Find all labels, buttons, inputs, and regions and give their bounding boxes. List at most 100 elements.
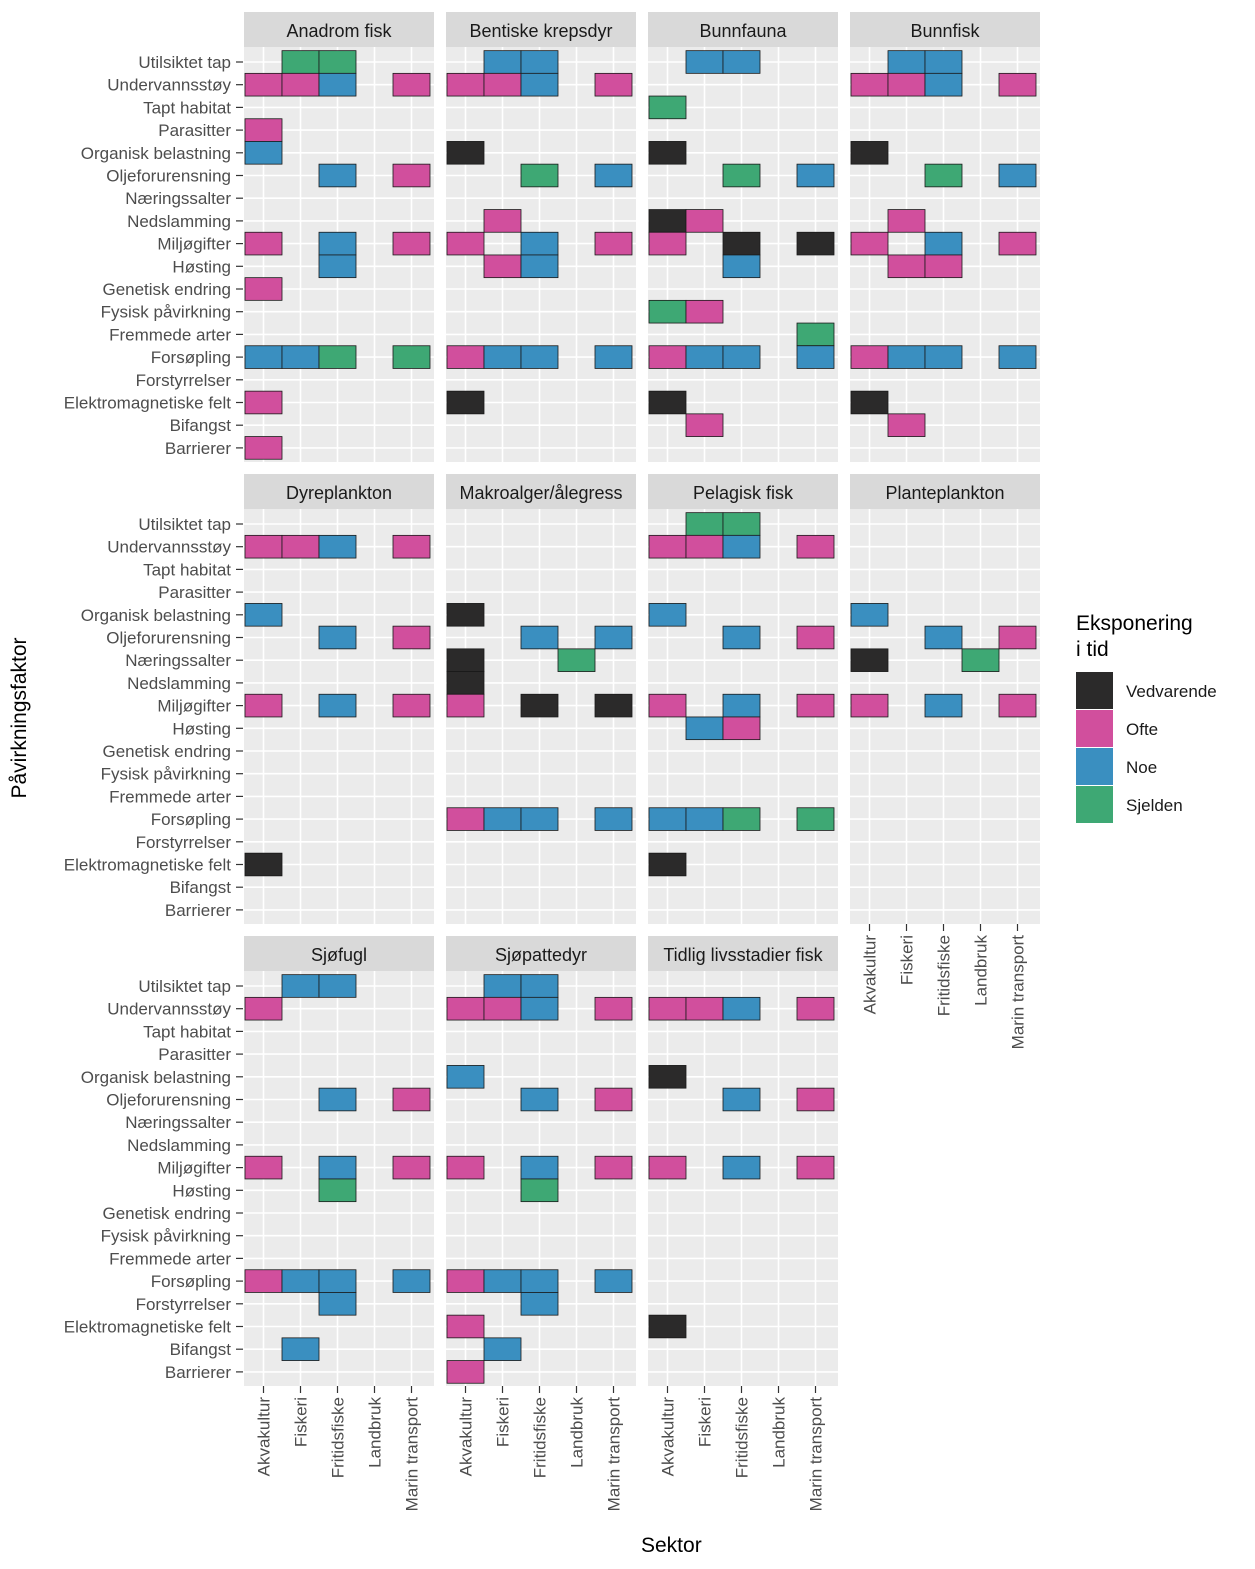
tile-oljeforurensning-marin-transport	[998, 163, 1037, 188]
y-tick-label-naeringssalter: Næringssalter	[125, 189, 231, 208]
tile-miljogifter-marin-transport	[796, 231, 835, 256]
tile-undervannsstoy-akvakultur	[648, 996, 687, 1021]
tile-forsopling-fritidsfiske	[722, 345, 761, 369]
tile-forsopling-fritidsfiske	[924, 345, 963, 369]
tile-undervannsstoy-akvakultur	[446, 72, 485, 97]
tile-miljogifter-fritidsfiske	[520, 1155, 559, 1180]
tile-miljogifter-fritidsfiske	[318, 693, 357, 718]
tile-undervannsstoy-fiskeri	[281, 534, 320, 559]
tile-forsopling-fritidsfiske	[722, 807, 761, 831]
tile-utilsiktet-tap-fiskeri	[483, 974, 522, 998]
tile-miljogifter-marin-transport	[998, 693, 1037, 718]
tile-forstyrrelser-fritidsfiske	[318, 1292, 357, 1316]
tile-hosting-fiskeri	[887, 254, 926, 279]
tile-oljeforurensning-marin-transport	[594, 625, 633, 650]
tile-miljogifter-akvakultur	[244, 693, 283, 718]
tile-miljogifter-akvakultur	[446, 1155, 485, 1180]
panel-title: Bunnfauna	[699, 21, 787, 41]
panels-layer: Anadrom fisk Bentiske krepsdyr Bunnfauna Bu…	[244, 12, 1040, 1386]
tile-miljogifter-fritidsfiske	[318, 231, 357, 256]
tile-hosting-fritidsfiske	[722, 716, 761, 741]
tile-forsopling-marin-transport	[392, 345, 431, 369]
panel-title: Bunnfisk	[910, 21, 980, 41]
x-tick-label-fiskeri: Fiskeri	[898, 935, 917, 985]
y-tick-label-nedslamming: Nedslamming	[127, 1136, 231, 1155]
tile-fysisk-pavirkning-akvakultur	[648, 299, 687, 324]
tile-organisk-belastning-akvakultur	[244, 603, 283, 627]
tile-miljogifter-fritidsfiske	[318, 1155, 357, 1180]
y-tick-label-organisk-belastning: Organisk belastning	[81, 144, 231, 163]
tile-oljeforurensning-marin-transport	[392, 1087, 431, 1112]
legend-title-line-1: Eksponering	[1076, 612, 1193, 635]
x-tick-label-marin-transport: Marin transport	[1009, 935, 1028, 1050]
y-tick-label-genetisk-endring: Genetisk endring	[102, 742, 231, 761]
tile-utilsiktet-tap-fritidsfiske	[520, 974, 559, 998]
tile-oljeforurensning-fritidsfiske	[924, 163, 963, 188]
tile-hosting-fritidsfiske	[520, 1178, 559, 1203]
tile-utilsiktet-tap-fritidsfiske	[722, 50, 761, 74]
panel-strip	[244, 474, 434, 509]
tile-utilsiktet-tap-fritidsfiske	[924, 50, 963, 74]
tile-forsopling-marin-transport	[594, 807, 633, 831]
x-tick-label-marin-transport: Marin transport	[807, 1397, 826, 1512]
tile-hosting-fritidsfiske	[722, 254, 761, 279]
tile-hosting-fritidsfiske	[924, 254, 963, 279]
tile-undervannsstoy-fritidsfiske	[318, 72, 357, 97]
tile-organisk-belastning-akvakultur	[446, 1065, 485, 1089]
y-tick-label-barrierer: Barrierer	[165, 901, 231, 920]
tile-nedslamming-akvakultur	[648, 209, 687, 233]
tile-undervannsstoy-akvakultur	[648, 534, 687, 559]
tile-bifangst-fiskeri	[887, 413, 926, 437]
tile-undervannsstoy-fritidsfiske	[722, 996, 761, 1021]
legend-swatch-noe	[1076, 748, 1113, 785]
y-tick-label-fremmede-arter: Fremmede arter	[109, 787, 231, 806]
tile-forsopling-akvakultur	[850, 345, 889, 369]
tile-miljogifter-marin-transport	[392, 693, 431, 718]
tile-forsopling-akvakultur	[244, 1269, 283, 1293]
x-tick-label-marin-transport: Marin transport	[403, 1397, 422, 1512]
y-tick-label-hosting: Høsting	[172, 1181, 231, 1200]
tile-barrierer-akvakultur	[244, 436, 283, 460]
y-tick-label-forsopling: Forsøpling	[151, 348, 231, 367]
y-tick-label-fremmede-arter: Fremmede arter	[109, 325, 231, 344]
tile-undervannsstoy-akvakultur	[244, 72, 283, 97]
tile-miljogifter-fritidsfiske	[520, 231, 559, 256]
panel-title: Sjøpattedyr	[495, 945, 587, 965]
tile-forsopling-fritidsfiske	[520, 807, 559, 831]
tile-undervannsstoy-fritidsfiske	[318, 534, 357, 559]
tile-naeringssalter-landbruk	[961, 648, 1000, 672]
tile-tapt-habitat-akvakultur	[648, 95, 687, 120]
y-tick-label-parasitter: Parasitter	[158, 583, 231, 602]
y-tick-label-undervannsstoy: Undervannsstøy	[107, 1000, 231, 1019]
panel-bunnfauna: Bunnfauna	[648, 12, 838, 462]
tile-forsopling-fiskeri	[483, 807, 522, 831]
panel-dyreplankton: Dyreplankton	[244, 474, 434, 924]
tile-oljeforurensning-marin-transport	[796, 1087, 835, 1112]
legend-label-sjelden: Sjelden	[1126, 796, 1183, 815]
y-tick-label-oljeforurensning: Oljeforurensning	[106, 167, 231, 186]
tile-fremmede-arter-marin-transport	[796, 322, 835, 347]
y-tick-label-utilsiktet-tap: Utilsiktet tap	[138, 977, 231, 996]
tile-undervannsstoy-fiskeri	[685, 534, 724, 559]
legend-label-ofte: Ofte	[1126, 720, 1158, 739]
y-tick-label-oljeforurensning: Oljeforurensning	[106, 629, 231, 648]
tile-oljeforurensning-fritidsfiske	[520, 1087, 559, 1112]
x-tick-label-landbruk: Landbruk	[568, 1397, 587, 1468]
y-tick-label-miljogifter: Miljøgifter	[157, 697, 231, 716]
tile-forsopling-fiskeri	[483, 345, 522, 369]
tile-undervannsstoy-fiskeri	[483, 996, 522, 1021]
y-axis-title: Påvirkningsfaktor	[8, 637, 31, 798]
tile-forsopling-fiskeri	[685, 807, 724, 831]
y-tick-label-miljogifter: Miljøgifter	[157, 1159, 231, 1178]
x-axis-title: Sektor	[641, 1534, 702, 1557]
tile-fysisk-pavirkning-fiskeri	[685, 299, 724, 324]
tile-miljogifter-akvakultur	[446, 693, 485, 718]
panel-title: Bentiske krepsdyr	[469, 21, 612, 41]
tile-undervannsstoy-marin-transport	[998, 72, 1037, 97]
panel-strip	[446, 936, 636, 971]
tile-utilsiktet-tap-fritidsfiske	[318, 50, 357, 74]
tile-elektromagnetiske-felt-akvakultur	[244, 852, 283, 877]
y-axis-labels: Utilsiktet tap Undervannsstøy Tapt habitat…	[64, 53, 243, 1382]
y-axis-row-2: Utilsiktet tap Undervannsstøy Tapt habitat…	[64, 515, 243, 920]
y-tick-label-genetisk-endring: Genetisk endring	[102, 1204, 231, 1223]
